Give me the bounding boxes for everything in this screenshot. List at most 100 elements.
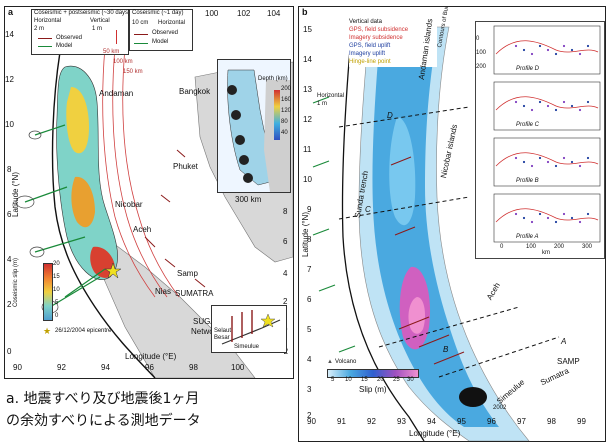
data-point <box>538 212 542 216</box>
data-point <box>538 100 542 104</box>
x-tick: 90 <box>13 363 22 372</box>
x-tick: 94 <box>427 417 436 426</box>
y-tick: 10 <box>5 120 14 129</box>
data-point <box>578 164 582 168</box>
figure-caption: a. 地震すべり及び地震後1ヶ月 の余効すべりによる測地データ <box>6 388 201 432</box>
legend-horizontal: Horizontal <box>34 18 62 24</box>
data-point <box>570 160 574 164</box>
legend-scale-v: 1 m <box>92 26 103 32</box>
caption-line-2: の余効すべりによる測地データ <box>6 413 201 429</box>
slip-colorbar <box>327 369 419 378</box>
vertical-arrow-swatch <box>116 30 117 44</box>
depth-tick: 40 <box>281 130 288 136</box>
top-tick-label: 104 <box>267 9 281 18</box>
legend-scale: 10 cm <box>132 20 149 26</box>
data-point <box>538 44 542 48</box>
data-point <box>562 44 566 48</box>
y-tick: 12 <box>5 75 14 84</box>
legend-horizontal: Horizontal <box>158 20 186 26</box>
profile-lines <box>338 106 560 378</box>
x-tick: 99 <box>577 417 586 426</box>
data-point <box>530 220 534 224</box>
epicentre-star <box>104 262 122 279</box>
y-tick: 5 <box>307 325 312 334</box>
profile-frame <box>493 137 601 187</box>
x-tick: 100 <box>231 363 245 372</box>
y-tick: 9 <box>307 205 312 214</box>
place-bangkok: Bangkok <box>179 87 211 96</box>
data-point <box>530 52 534 56</box>
y-axis-title: Latitude (°N) <box>301 212 310 257</box>
slip-tick: 5 <box>55 300 59 306</box>
place-network: Network <box>191 327 221 336</box>
y-tick: 7 <box>307 265 312 274</box>
profile-title: Profile B <box>516 178 539 184</box>
profile-title: Profile D <box>516 66 540 72</box>
panel-b-map: b Vertical data GPS, field subsidence Im… <box>298 6 606 442</box>
right-tick: 2 <box>283 297 288 306</box>
slip-colorbar-title: Slip (m) <box>359 385 387 394</box>
data-point <box>514 44 518 48</box>
data-point <box>578 108 582 112</box>
top-tick-label: 102 <box>237 9 251 18</box>
data-point <box>570 48 574 52</box>
data-point <box>522 160 526 164</box>
legend-scale-h: 2 m <box>34 26 45 32</box>
place-sumatra: SUMATRA <box>175 289 214 298</box>
slip-tick: 10 <box>345 377 352 383</box>
data-point <box>546 48 550 52</box>
simeulue-inset: Selaut Besar Simeulue <box>211 305 287 353</box>
depth-contour-100 <box>112 46 168 298</box>
profile-letter: A <box>561 337 567 346</box>
data-point <box>586 156 590 160</box>
data-point <box>554 164 558 168</box>
profile-title: Profile A <box>516 234 539 240</box>
profile-letter: D <box>387 111 393 120</box>
depth-contour-50 <box>102 46 156 298</box>
y-tick: 8 <box>7 165 12 174</box>
profile-xtick: 200 <box>554 244 565 250</box>
data-point <box>546 216 550 220</box>
slip-tick: 15 <box>53 274 60 280</box>
x-tick: 95 <box>457 417 466 426</box>
y-tick: 11 <box>303 145 312 154</box>
profile-ytick: 100 <box>476 50 487 56</box>
top-tick-label: 100 <box>205 9 219 18</box>
place-selaut: Selaut <box>214 328 232 334</box>
y-tick: 15 <box>303 25 312 34</box>
legend-observed: Observed <box>152 30 179 36</box>
vertical-data-legend: Vertical data GPS, field subsidence Imag… <box>349 19 437 67</box>
observed-arrows <box>390 156 465 365</box>
x-tick: 92 <box>367 417 376 426</box>
contour-label: 150 km <box>123 69 143 75</box>
legend-title: Vertical data <box>349 19 383 25</box>
depth-tick: 200 <box>281 86 292 92</box>
trench-line <box>51 51 156 378</box>
legend-item: GPS, field uplift <box>349 43 391 49</box>
epicentre-legend-text: 26/12/2004 epicentre <box>55 328 112 334</box>
data-point <box>562 212 566 216</box>
y-tick: 14 <box>303 55 312 64</box>
data-point <box>570 104 574 108</box>
slip-patch-core <box>408 297 425 334</box>
depth-title: Depth (km) <box>258 76 288 82</box>
x-axis-title: Longitude (°E) <box>125 352 177 361</box>
data-point <box>514 100 518 104</box>
slip-tick: 15 <box>361 377 368 383</box>
data-point <box>586 100 590 104</box>
depth-contour-150 <box>122 46 180 298</box>
profile-letter: C <box>365 205 371 214</box>
legend-title: Coseismic + postseismic (~30 days) <box>34 10 131 16</box>
slip-tick: 0 <box>55 313 59 319</box>
slip-patch-nicobar <box>71 176 95 228</box>
right-tick: 6 <box>283 237 288 246</box>
slip-colorbar-title: Coseismic slip (m) <box>13 257 19 307</box>
observed-swatch <box>134 34 148 35</box>
data-point <box>514 212 518 216</box>
slip-curve <box>495 40 599 55</box>
data-point <box>546 104 550 108</box>
y-tick: 12 <box>303 115 312 124</box>
place-aceh: Aceh <box>133 225 152 234</box>
place-simeulue: Simeulue <box>234 344 260 350</box>
y-tick: 14 <box>5 30 14 39</box>
